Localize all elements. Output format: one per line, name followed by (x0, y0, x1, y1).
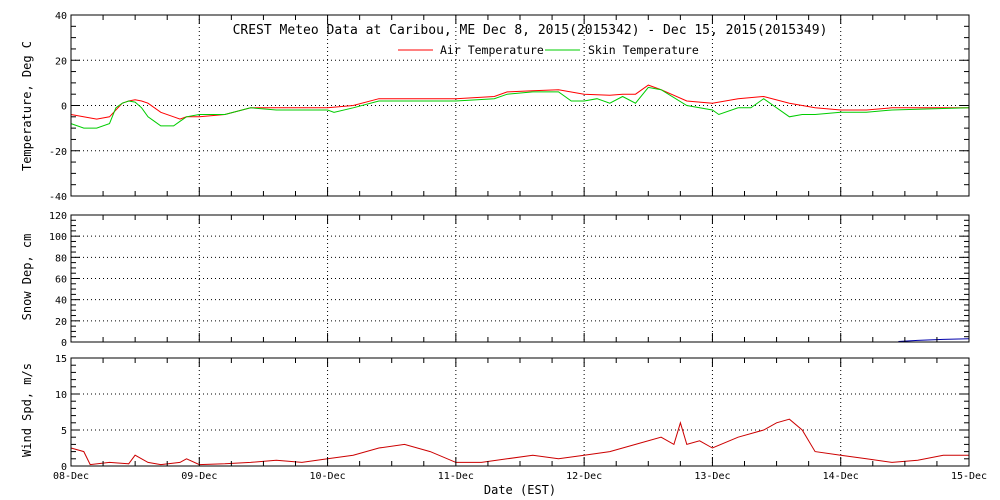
panel-2-ytick-label: 0 (61, 462, 67, 473)
panel-0-ytick-label: 20 (55, 56, 67, 67)
xtick-label-12-Dec: 12-Dec (566, 471, 602, 482)
date-axis-label: Date (EST) (484, 483, 556, 497)
panel-1-ytick-label: 20 (55, 317, 67, 328)
wind-axis-label: Wind Spd, m/s (20, 363, 34, 457)
xtick-label-10-Dec: 10-Dec (310, 471, 346, 482)
panel-1-ytick-label: 120 (49, 211, 67, 222)
panel-0-ytick-label: -40 (49, 192, 67, 203)
legend-label-skin: Skin Temperature (588, 43, 699, 57)
xtick-label-14-Dec: 14-Dec (823, 471, 859, 482)
panel-1-ytick-label: 40 (55, 296, 67, 307)
panel-2-ytick-label: 5 (61, 426, 67, 437)
series-layer (70, 84, 970, 466)
panel-1-ytick-label: 80 (55, 253, 67, 264)
panel-2-series-0-line (70, 418, 969, 466)
xtick-label-08-Dec: 08-Dec (53, 471, 89, 482)
panel-1-series-0-line (898, 338, 970, 342)
grid-layer (71, 15, 969, 466)
panel-1-ytick-label: 100 (49, 232, 67, 243)
panel-0-ytick-label: -20 (49, 147, 67, 158)
chart-title: CREST Meteo Data at Caribou, ME Dec 8, 2… (233, 23, 828, 38)
snow-axis-label: Snow Dep, cm (20, 234, 34, 321)
panel-0-ytick-label: 40 (55, 11, 67, 22)
temperature-axis-label: Temperature, Deg C (20, 41, 34, 171)
panel-0-series-0-line (70, 84, 969, 120)
panel-1-ytick-label: 60 (55, 275, 67, 286)
panel-2-frame (70, 357, 970, 467)
xtick-label-13-Dec: 13-Dec (694, 471, 730, 482)
legend-label-air: Air Temperature (440, 43, 544, 57)
xtick-label-11-Dec: 11-Dec (438, 471, 474, 482)
panel-0-ytick-label: 0 (61, 102, 67, 113)
axes-layer: -40 -20 0 20 40 0 20 40 60 80 100 120 0 5 10 15 08-Dec 09… (49, 11, 987, 482)
xtick-label-09-Dec: 09-Dec (181, 471, 217, 482)
panel-1-ytick-label: 0 (61, 338, 67, 349)
panel-2-ytick-label: 10 (55, 390, 67, 401)
xtick-label-15-Dec: 15-Dec (951, 471, 987, 482)
panel-2-ytick-label: 15 (55, 354, 67, 365)
panel-0-series-1-line (70, 86, 970, 129)
legend: Air Temperature Skin Temperature (398, 43, 699, 57)
